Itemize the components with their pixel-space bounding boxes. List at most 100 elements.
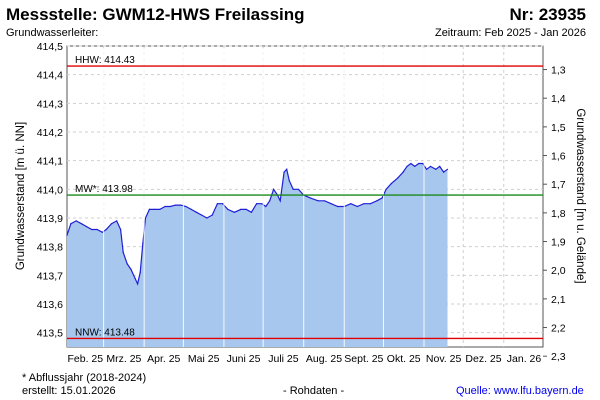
source-link[interactable]: www.lfu.bayern.de <box>493 385 584 397</box>
data-point <box>222 203 224 205</box>
data-point <box>435 168 437 170</box>
data-point <box>195 211 198 213</box>
data-point <box>227 208 229 210</box>
data-point <box>443 171 445 173</box>
data-point <box>126 263 128 265</box>
y-axis-label: Grundwasserstand [m ü. NN] <box>15 122 27 270</box>
data-point <box>309 197 311 199</box>
y-tick-label: 414,1 <box>37 156 63 168</box>
data-point <box>363 203 365 205</box>
reference-label: NNW: 413.48 <box>75 327 135 338</box>
data-point <box>406 165 408 167</box>
data-point <box>297 188 300 190</box>
data-point <box>429 165 432 167</box>
data-point <box>356 205 358 208</box>
x-tick-label: Apr. 25 <box>147 353 180 365</box>
reference-label: MW*: 413.98 <box>75 184 133 195</box>
data-point <box>418 162 420 165</box>
x-tick-label: Okt. 25 <box>387 353 421 365</box>
y2-tick-label: 1,7 <box>551 179 566 191</box>
data-point <box>110 223 113 225</box>
y2-tick-label: 2,1 <box>551 294 566 306</box>
y2-tick-label: 2,3 <box>551 351 566 363</box>
data-point <box>273 188 275 190</box>
y2-tick-label: 1,5 <box>551 122 566 134</box>
x-tick-label: Juni 25 <box>227 353 261 365</box>
data-point <box>96 228 98 231</box>
data-point <box>164 205 166 208</box>
period-label: Zeitraum: Feb 2025 - Jan 2026 <box>434 27 586 39</box>
y-tick-label: 414,4 <box>37 70 63 82</box>
data-point <box>70 223 72 225</box>
data-point <box>130 269 132 271</box>
data-point <box>142 243 144 245</box>
data-point <box>446 168 449 170</box>
data-point <box>148 208 150 210</box>
data-point <box>185 205 187 208</box>
station-number: Nr: 23935 <box>509 5 586 24</box>
reference-lines: HHW: 414.43 MW*: 413.98 NNW: 413.48 <box>67 55 543 340</box>
y-tick-label: 413,8 <box>37 242 63 254</box>
data-point <box>86 226 88 228</box>
data-point <box>381 197 383 199</box>
y2-tick-label: 1,9 <box>551 237 566 249</box>
data-point <box>397 177 399 179</box>
water-level-area <box>67 163 448 347</box>
data-point <box>324 200 326 202</box>
month-lines <box>103 48 425 347</box>
y2-tick-label: 1,8 <box>551 208 566 220</box>
data-point <box>376 200 378 202</box>
x-tick-label: Aug. 25 <box>306 353 342 365</box>
data-point <box>269 200 271 202</box>
y-tick-label: 413,6 <box>37 299 63 311</box>
data-point <box>101 231 103 233</box>
y-tick-label: 414,2 <box>37 127 63 139</box>
aquifer-label: Grundwasserleiter: <box>6 27 99 39</box>
data-point <box>120 228 122 231</box>
reference-label: HHW: 414.43 <box>75 55 135 66</box>
y-tick-label: 414,3 <box>37 98 63 110</box>
data-point <box>426 168 428 170</box>
source: Quelle: www.lfu.bayern.de <box>456 385 584 397</box>
y2-tick-label: 2,0 <box>551 265 566 277</box>
data-point <box>330 203 332 205</box>
area-layer <box>66 162 449 347</box>
data-point <box>66 234 68 236</box>
data-point <box>80 223 82 225</box>
data-point <box>250 211 252 213</box>
x-tick-label: Mai 25 <box>188 353 220 365</box>
y2-tick-label: 1,4 <box>551 93 566 105</box>
data-point <box>190 208 192 210</box>
y-tick-label: 413,5 <box>37 328 63 340</box>
data-point <box>201 214 203 216</box>
data-point <box>390 183 392 185</box>
data-point <box>206 217 208 219</box>
data-point <box>265 205 267 208</box>
data-point <box>410 162 412 165</box>
data-point <box>169 205 171 208</box>
data-point <box>439 165 441 167</box>
data-point <box>286 168 288 170</box>
data-point <box>139 271 141 274</box>
page-title: Messstelle: GWM12-HWS Freilassing <box>6 5 305 24</box>
data-point <box>180 204 182 206</box>
data-point <box>369 203 371 205</box>
data-point <box>288 180 290 182</box>
data-point <box>105 228 107 231</box>
x-tick-label: Mrz. 25 <box>106 353 141 365</box>
y-tick-label: 413,9 <box>37 213 63 225</box>
data-point <box>144 217 147 219</box>
data-point <box>317 200 319 202</box>
footnote: * Abflussjahr (2018-2024) <box>22 372 147 384</box>
x-tick-label: Feb. 25 <box>68 353 104 365</box>
y-tick-label: 413,7 <box>37 270 63 282</box>
tick-labels: 414,5 414,4 414,3 414,2 414,1 414,0 413,9 413,8… <box>37 41 566 365</box>
raw-data-note: - Rohdaten - <box>283 385 345 397</box>
y2-tick-label: 1,3 <box>551 65 566 77</box>
y2-tick-label: 2,2 <box>551 323 566 335</box>
data-point <box>137 283 139 285</box>
data-point <box>91 228 93 231</box>
data-point <box>292 188 294 190</box>
data-point <box>154 208 156 210</box>
